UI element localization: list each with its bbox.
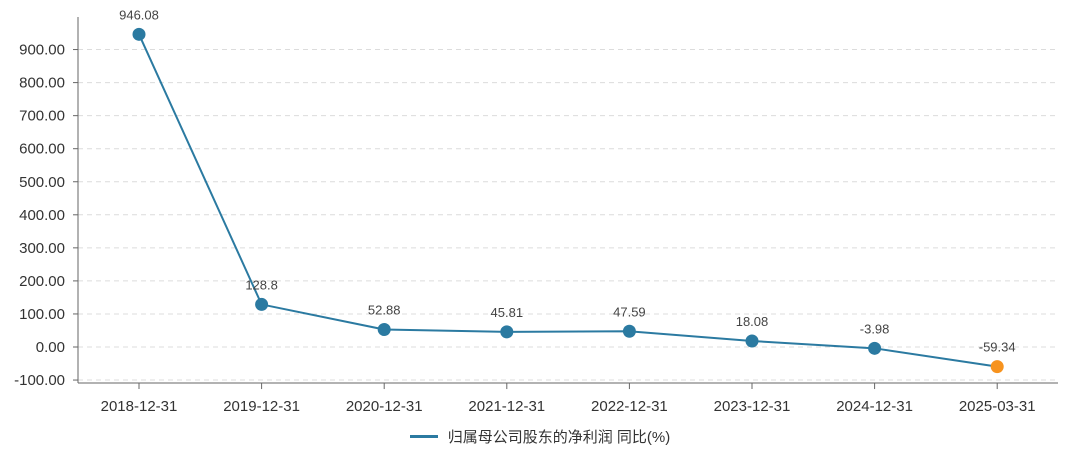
legend-label: 归属母公司股东的净利润 同比(%) xyxy=(447,429,671,446)
x-tick-label: 2021-12-31 xyxy=(468,398,545,415)
series-line-layer xyxy=(138,33,998,368)
y-tick-label: 600.00 xyxy=(19,141,65,158)
y-tick-label: 400.00 xyxy=(19,207,65,224)
data-point[interactable] xyxy=(745,334,759,348)
data-label: -3.98 xyxy=(860,321,890,336)
data-labels: 946.08 128.8 52.88 45.81 47.59 18.08 -3.98 -59.… xyxy=(119,7,1016,354)
x-axis-ticks: 2018-12-31 2019-12-31 2020-12-31 2021-12-31… xyxy=(101,383,1036,415)
x-tick-label: 2023-12-31 xyxy=(714,398,791,415)
y-tick-label: 300.00 xyxy=(19,240,65,257)
data-point[interactable] xyxy=(377,323,391,337)
x-tick-label: 2024-12-31 xyxy=(836,398,913,415)
x-tick-label: 2022-12-31 xyxy=(591,398,668,415)
data-label: 946.08 xyxy=(119,7,159,22)
data-label: 45.81 xyxy=(491,305,524,320)
data-point[interactable] xyxy=(622,324,636,338)
legend-swatch xyxy=(409,435,438,439)
gridlines xyxy=(78,49,1058,381)
x-tick-label: 2020-12-31 xyxy=(346,398,423,415)
data-point[interactable] xyxy=(990,360,1004,374)
data-point[interactable] xyxy=(500,325,514,339)
data-point[interactable] xyxy=(132,27,146,41)
y-tick-label: 200.00 xyxy=(19,273,65,290)
series-points xyxy=(132,27,1004,374)
data-point[interactable] xyxy=(868,341,882,355)
y-tick-label: 0.00 xyxy=(36,339,65,356)
data-label: 47.59 xyxy=(613,304,646,319)
y-tick-label: 900.00 xyxy=(19,42,65,59)
x-tick-label: 2025-03-31 xyxy=(959,398,1036,415)
data-label: 128.8 xyxy=(245,277,278,292)
y-axis-ticks: -100.00 0.00 100.00 200.00 300.00 400.00 500.0… xyxy=(14,42,78,389)
y-tick-label: 100.00 xyxy=(19,306,65,323)
legend[interactable]: 归属母公司股东的净利润 同比(%) xyxy=(0,428,1080,448)
data-point[interactable] xyxy=(255,297,269,311)
x-tick-label: 2018-12-31 xyxy=(101,398,178,415)
y-tick-label: 700.00 xyxy=(19,108,65,125)
series-line xyxy=(138,33,998,368)
x-tick-label: 2019-12-31 xyxy=(223,398,300,415)
y-tick-label: -100.00 xyxy=(14,372,65,389)
data-label: 18.08 xyxy=(736,314,769,329)
data-label: 52.88 xyxy=(368,303,401,318)
y-tick-label: 500.00 xyxy=(19,174,65,191)
y-tick-label: 800.00 xyxy=(19,75,65,92)
axes xyxy=(77,17,1058,384)
data-label: -59.34 xyxy=(979,340,1016,355)
